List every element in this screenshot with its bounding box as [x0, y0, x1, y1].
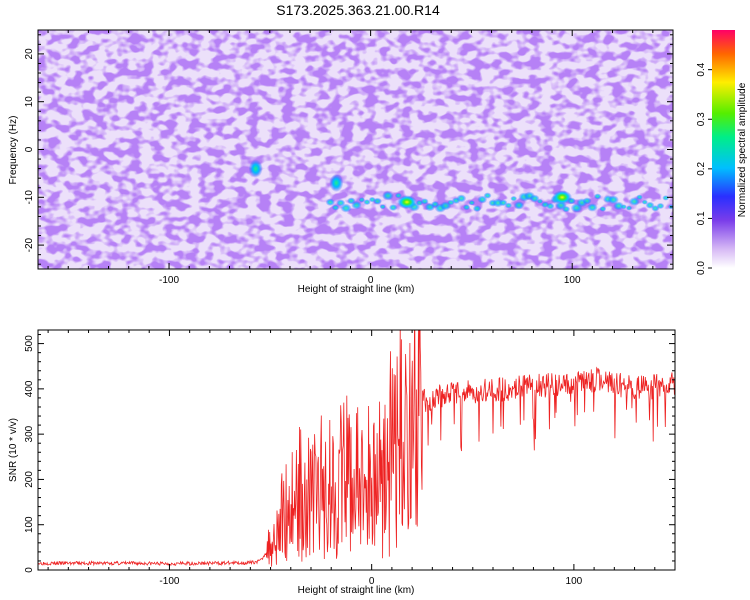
colorbar-tick-label: 0.1: [696, 211, 707, 225]
heatmap-signal-blob: [388, 204, 398, 211]
heatmap-signal-blob: [546, 202, 555, 210]
heatmap-y-tick-label: -10: [24, 190, 35, 205]
heatmap-y-axis-label: Frequency (Hz): [8, 116, 19, 185]
colorbar-tick-label: 0.4: [696, 62, 707, 76]
heatmap-peak: [329, 173, 344, 192]
heatmap-signal-blob: [483, 192, 492, 199]
heatmap-x-tick-label: -100: [159, 275, 179, 286]
snr-y-tick-label: 100: [24, 516, 35, 533]
heatmap-signal-blob: [628, 197, 640, 206]
heatmap-signal-blob: [379, 204, 386, 210]
snr-y-tick-label: 500: [24, 335, 35, 352]
heatmap-signal-blob: [340, 203, 352, 213]
snr-frame: [37, 329, 676, 571]
heatmap-signal-blob: [562, 205, 571, 213]
snr-x-tick-label: 100: [566, 576, 583, 587]
heatmap-x-axis-label: Height of straight line (km): [298, 284, 415, 295]
heatmap-signal-blob: [593, 193, 602, 200]
snr-x-tick-label: 0: [369, 576, 375, 587]
heatmap-plot-area: [38, 30, 673, 269]
snr-series-line: [38, 330, 675, 567]
snr-y-tick-label: 400: [24, 380, 35, 397]
heatmap-signal-blob: [513, 201, 525, 210]
heatmap-signal-blob: [536, 198, 544, 204]
heatmap-signal-blob: [456, 194, 467, 203]
snr-y-tick-label: 300: [24, 425, 35, 442]
heatmap-signal-blob: [510, 195, 518, 202]
heatmap-signal-blob: [620, 204, 627, 210]
colorbar: 0.0 0.1 0.2 0.3 0.4 Normalized spectral ampl…: [696, 30, 748, 275]
heatmap-signal-blob: [504, 202, 513, 209]
colorbar-tick-label: 0.0: [696, 261, 707, 275]
snr-y-tick-label: 0: [24, 567, 35, 573]
heatmap-signal-blob: [468, 200, 476, 206]
heatmap-signal-blob: [351, 200, 362, 210]
chart-title: S173.2025.363.21.00.R14: [276, 2, 440, 18]
heatmap-y-tick-label: 20: [24, 48, 35, 60]
heatmap-signal-blob: [582, 197, 592, 205]
colorbar-tick-label: 0.3: [696, 112, 707, 126]
colorbar-tick-label: 0.2: [696, 161, 707, 175]
heatmap-signal-blob: [363, 199, 371, 206]
snr-x-tick-label: -100: [159, 576, 179, 587]
heatmap-x-tick-label: 0: [368, 275, 374, 286]
heatmap-peak: [248, 159, 263, 178]
colorbar-label: Normalized spectral amplitude: [737, 82, 748, 217]
heatmap-peak: [396, 195, 417, 210]
heatmap-y-tick-label: 0: [24, 146, 35, 152]
heatmap-signal-blob: [420, 198, 429, 205]
heatmap-peak: [552, 190, 573, 205]
heatmap-x-tick-label: 100: [564, 275, 581, 286]
heatmap-signal-blob: [656, 202, 665, 210]
heatmap-signal-blob: [586, 203, 598, 212]
snr-y-axis-label: SNR (10 * v/v): [8, 418, 19, 482]
heatmap-signal-blob: [462, 204, 471, 211]
heatmap-y-tick-label: 10: [24, 96, 35, 108]
snr-panel: -100 0 100 0 100 200 300 400 500 Height of strai…: [8, 329, 676, 596]
heatmap-signal-blob: [331, 204, 340, 211]
heatmap-signal-blob: [636, 194, 643, 200]
heatmap-signal-blob: [662, 195, 670, 201]
heatmap-signal-blob: [382, 191, 394, 201]
heatmap-y-tick-label: -20: [24, 237, 35, 252]
heatmap-signal-blob: [373, 197, 382, 205]
snr-x-axis-label: Height of straight line (km): [298, 585, 415, 596]
snr-y-tick-label: 200: [24, 471, 35, 488]
heatmap-signal-blob: [472, 205, 482, 212]
heatmap-signal-blob: [358, 197, 365, 203]
heatmap-signal-blob: [625, 205, 633, 211]
colorbar-gradient: [712, 30, 735, 268]
heatmap-signal-blob: [325, 198, 335, 206]
heatmap-signal-blob: [599, 206, 607, 212]
